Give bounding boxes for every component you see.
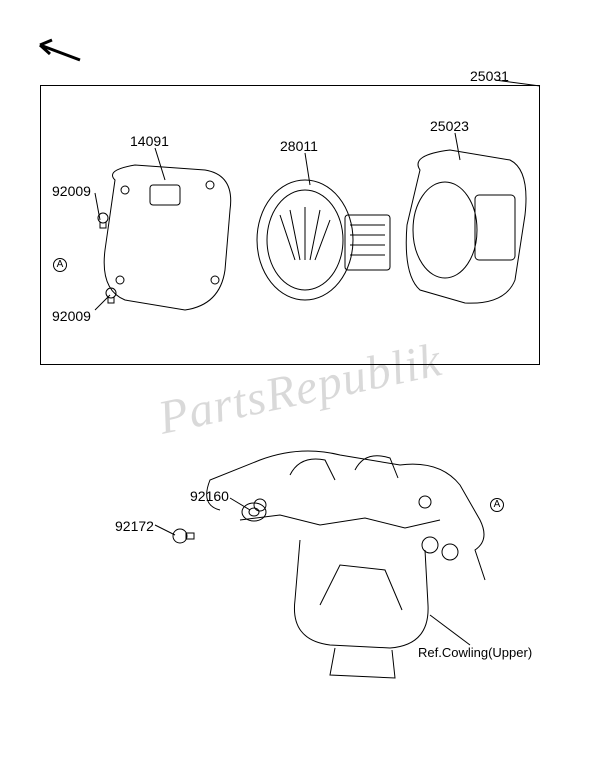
- ref-cowling-label: Ref.Cowling(Upper): [418, 645, 532, 660]
- marker-a-1: A: [53, 258, 67, 272]
- screw-lower: [100, 285, 122, 307]
- label-25031: 25031: [470, 68, 509, 84]
- label-25023: 25023: [430, 118, 469, 134]
- marker-a-2: A: [490, 498, 504, 512]
- bolt: [170, 525, 196, 547]
- meter-cover: [395, 145, 535, 315]
- meter-unit: [250, 165, 400, 315]
- label-92009-a: 92009: [52, 183, 91, 199]
- damper: [240, 500, 268, 524]
- screw-upper: [92, 210, 114, 232]
- label-92160: 92160: [190, 488, 229, 504]
- label-14091: 14091: [130, 133, 169, 149]
- parts-diagram: 25031 25023 28011 14091 92009 92009 9216…: [0, 0, 600, 778]
- label-28011: 28011: [280, 138, 318, 154]
- label-92172: 92172: [115, 518, 154, 534]
- label-92009-b: 92009: [52, 308, 91, 324]
